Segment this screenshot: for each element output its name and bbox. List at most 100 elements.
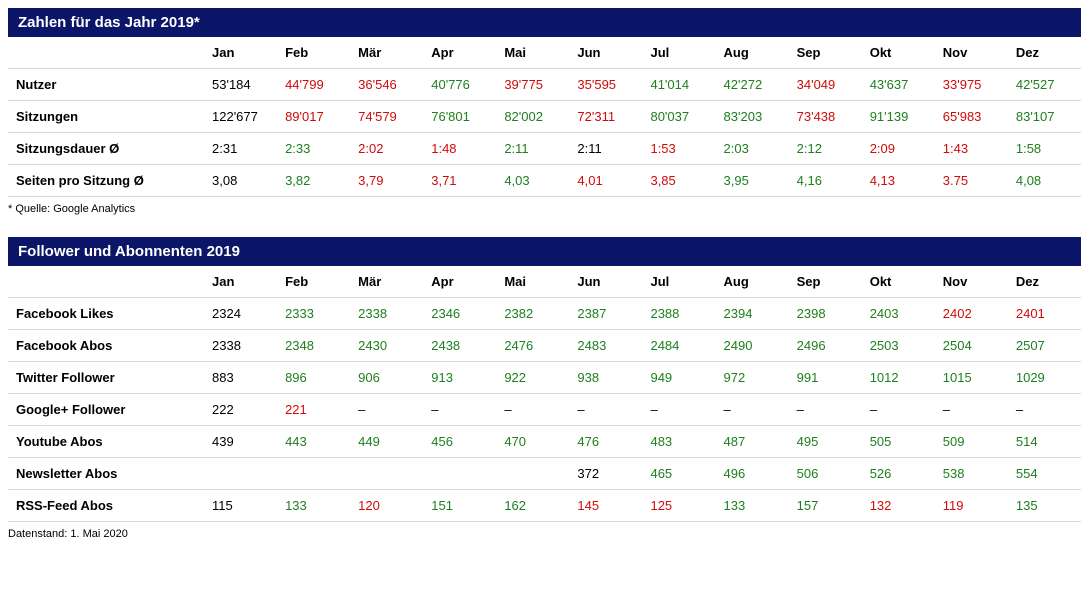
data-cell: 83'203 xyxy=(716,101,789,133)
data-cell: 470 xyxy=(496,426,569,458)
followers-header-row: JanFebMärAprMaiJunJulAugSepOktNovDez xyxy=(8,266,1081,298)
data-cell: 991 xyxy=(789,362,862,394)
data-cell: 439 xyxy=(204,426,277,458)
row-label: Sitzungsdauer Ø xyxy=(8,133,204,165)
data-cell: – xyxy=(716,394,789,426)
table-row: RSS-Feed Abos115133120151162145125133157… xyxy=(8,490,1081,522)
data-cell: 2476 xyxy=(496,330,569,362)
table-row: Nutzer53'18444'79936'54640'77639'77535'5… xyxy=(8,69,1081,101)
data-cell: 2348 xyxy=(277,330,350,362)
month-header: Jul xyxy=(642,266,715,298)
data-cell: 151 xyxy=(423,490,496,522)
data-cell: 2438 xyxy=(423,330,496,362)
data-cell: 906 xyxy=(350,362,423,394)
data-cell: 2387 xyxy=(569,298,642,330)
data-cell: 2338 xyxy=(204,330,277,362)
data-cell: 115 xyxy=(204,490,277,522)
data-cell: 2:31 xyxy=(204,133,277,165)
data-cell xyxy=(423,458,496,490)
data-cell: 2496 xyxy=(789,330,862,362)
month-header: Aug xyxy=(716,37,789,69)
month-header: Aug xyxy=(716,266,789,298)
data-cell: 496 xyxy=(716,458,789,490)
data-cell: 4,03 xyxy=(496,165,569,197)
data-cell: 2490 xyxy=(716,330,789,362)
data-cell: 3,85 xyxy=(642,165,715,197)
data-cell: – xyxy=(496,394,569,426)
data-cell: 526 xyxy=(862,458,935,490)
data-cell: 2394 xyxy=(716,298,789,330)
table-row: Youtube Abos4394434494564704764834874955… xyxy=(8,426,1081,458)
data-cell: 509 xyxy=(935,426,1008,458)
data-cell: 1:58 xyxy=(1008,133,1081,165)
data-cell: 506 xyxy=(789,458,862,490)
table-row: Facebook Likes23242333233823462382238723… xyxy=(8,298,1081,330)
data-cell: 4,08 xyxy=(1008,165,1081,197)
month-header: Mai xyxy=(496,266,569,298)
data-cell: 3.75 xyxy=(935,165,1008,197)
data-cell: 465 xyxy=(642,458,715,490)
data-cell: 2484 xyxy=(642,330,715,362)
month-header: Jan xyxy=(204,266,277,298)
data-cell: 554 xyxy=(1008,458,1081,490)
data-cell: 40'776 xyxy=(423,69,496,101)
data-cell: 3,82 xyxy=(277,165,350,197)
data-cell: 222 xyxy=(204,394,277,426)
table-row: Google+ Follower222221–––––––––– xyxy=(8,394,1081,426)
data-cell: 2388 xyxy=(642,298,715,330)
month-header: Apr xyxy=(423,266,496,298)
data-cell xyxy=(496,458,569,490)
data-cell: 119 xyxy=(935,490,1008,522)
data-cell: 91'139 xyxy=(862,101,935,133)
data-cell: 4,16 xyxy=(789,165,862,197)
data-cell: 883 xyxy=(204,362,277,394)
data-cell: 2504 xyxy=(935,330,1008,362)
data-cell: 43'637 xyxy=(862,69,935,101)
month-header: Dez xyxy=(1008,266,1081,298)
data-cell: 65'983 xyxy=(935,101,1008,133)
followers-section: Follower und Abonnenten 2019 JanFebMärAp… xyxy=(8,237,1081,540)
month-header: Jun xyxy=(569,37,642,69)
empty-header xyxy=(8,37,204,69)
empty-header xyxy=(8,266,204,298)
data-cell: 72'311 xyxy=(569,101,642,133)
data-cell: 53'184 xyxy=(204,69,277,101)
row-label: RSS-Feed Abos xyxy=(8,490,204,522)
row-label: Facebook Likes xyxy=(8,298,204,330)
data-cell: 44'799 xyxy=(277,69,350,101)
data-cell: 2430 xyxy=(350,330,423,362)
data-cell: 34'049 xyxy=(789,69,862,101)
data-cell: 2:33 xyxy=(277,133,350,165)
data-cell: 2:12 xyxy=(789,133,862,165)
data-cell: – xyxy=(350,394,423,426)
data-cell: 487 xyxy=(716,426,789,458)
data-cell: 2324 xyxy=(204,298,277,330)
month-header: Nov xyxy=(935,266,1008,298)
data-cell: 41'014 xyxy=(642,69,715,101)
data-cell: 133 xyxy=(716,490,789,522)
row-label: Google+ Follower xyxy=(8,394,204,426)
data-cell: 2:09 xyxy=(862,133,935,165)
data-cell: 896 xyxy=(277,362,350,394)
data-cell: 2483 xyxy=(569,330,642,362)
data-cell: 2507 xyxy=(1008,330,1081,362)
row-label: Facebook Abos xyxy=(8,330,204,362)
data-cell: 74'579 xyxy=(350,101,423,133)
data-cell xyxy=(277,458,350,490)
month-header: Okt xyxy=(862,37,935,69)
data-cell: 2338 xyxy=(350,298,423,330)
table-row: Sitzungsdauer Ø2:312:332:021:482:112:111… xyxy=(8,133,1081,165)
data-cell: – xyxy=(642,394,715,426)
data-cell: 125 xyxy=(642,490,715,522)
data-cell: 157 xyxy=(789,490,862,522)
month-header: Nov xyxy=(935,37,1008,69)
month-header: Dez xyxy=(1008,37,1081,69)
row-label: Sitzungen xyxy=(8,101,204,133)
data-cell: 1029 xyxy=(1008,362,1081,394)
month-header: Jul xyxy=(642,37,715,69)
table-row: Sitzungen122'67789'01774'57976'80182'002… xyxy=(8,101,1081,133)
followers-footnote: Datenstand: 1. Mai 2020 xyxy=(8,528,1081,540)
data-cell: 3,08 xyxy=(204,165,277,197)
data-cell: 449 xyxy=(350,426,423,458)
data-cell: 2382 xyxy=(496,298,569,330)
